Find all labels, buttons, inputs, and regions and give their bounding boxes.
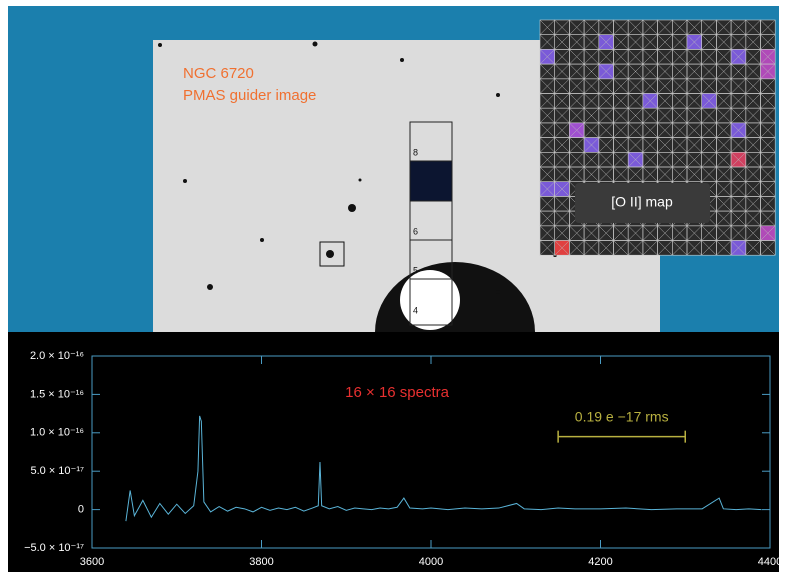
x-tick-label: 4400 (758, 556, 782, 568)
spectrum-panel (8, 332, 779, 572)
y-tick-label: 2.0 × 10⁻¹⁶ (30, 350, 84, 362)
image-subtitle: PMAS guider image (183, 87, 316, 104)
x-tick-label: 4000 (419, 556, 443, 568)
chart-annotation: 16 × 16 spectra (345, 384, 449, 401)
y-tick-label: 0 (78, 504, 84, 516)
y-tick-label: −5.0 × 10⁻¹⁷ (24, 542, 84, 554)
y-tick-label: 5.0 × 10⁻¹⁷ (30, 465, 84, 477)
x-tick-label: 4200 (588, 556, 612, 568)
image-title: NGC 6720 (183, 65, 254, 82)
map-label: [O II] map (611, 194, 673, 210)
slit-label: 8 (413, 147, 418, 157)
slit-label: 6 (413, 226, 418, 236)
slit-label: 4 (413, 305, 418, 315)
x-tick-label: 3800 (249, 556, 273, 568)
rms-label: 0.19 e −17 rms (575, 408, 669, 424)
figure: 8 6 5 4 NGC 6720 PMAS guider image [O II… (0, 0, 787, 572)
slit-label: 5 (413, 265, 418, 275)
y-tick-label: 1.5 × 10⁻¹⁶ (30, 388, 84, 400)
y-tick-label: 1.0 × 10⁻¹⁶ (30, 427, 84, 439)
x-tick-label: 3600 (80, 556, 104, 568)
